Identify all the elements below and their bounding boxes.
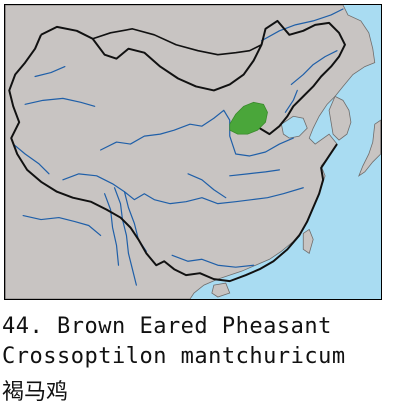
songhua-river — [290, 50, 338, 86]
amur-river — [260, 8, 344, 42]
species-range-area — [229, 101, 268, 135]
taiwan-island — [302, 228, 314, 254]
salween-river — [104, 193, 120, 266]
western-river — [12, 143, 50, 175]
mongolia-border — [92, 28, 262, 56]
brahmaputra-river — [22, 214, 102, 237]
species-common-name: 44. Brown Eared Pheasant — [2, 314, 332, 339]
range-map — [4, 4, 382, 300]
species-chinese-name: 褐马鸡 — [2, 380, 69, 405]
huai-river — [229, 169, 281, 177]
liao-river — [284, 89, 298, 113]
china-border — [8, 19, 346, 283]
mekong-river — [113, 187, 137, 286]
tarim-river — [24, 97, 96, 107]
korea-peninsula — [328, 95, 352, 141]
range-map-svg — [5, 5, 381, 299]
rivers — [12, 8, 344, 286]
yangtze-river — [62, 173, 304, 205]
japan-island — [358, 119, 381, 177]
han-river — [187, 173, 227, 199]
hainan-island — [211, 282, 231, 298]
yellow-river — [100, 109, 294, 157]
species-scientific-name: Crossoptilon mantchuricum — [2, 344, 346, 369]
bohai-sea — [280, 115, 308, 139]
yili-river — [34, 65, 66, 78]
pearl-river — [171, 254, 255, 268]
